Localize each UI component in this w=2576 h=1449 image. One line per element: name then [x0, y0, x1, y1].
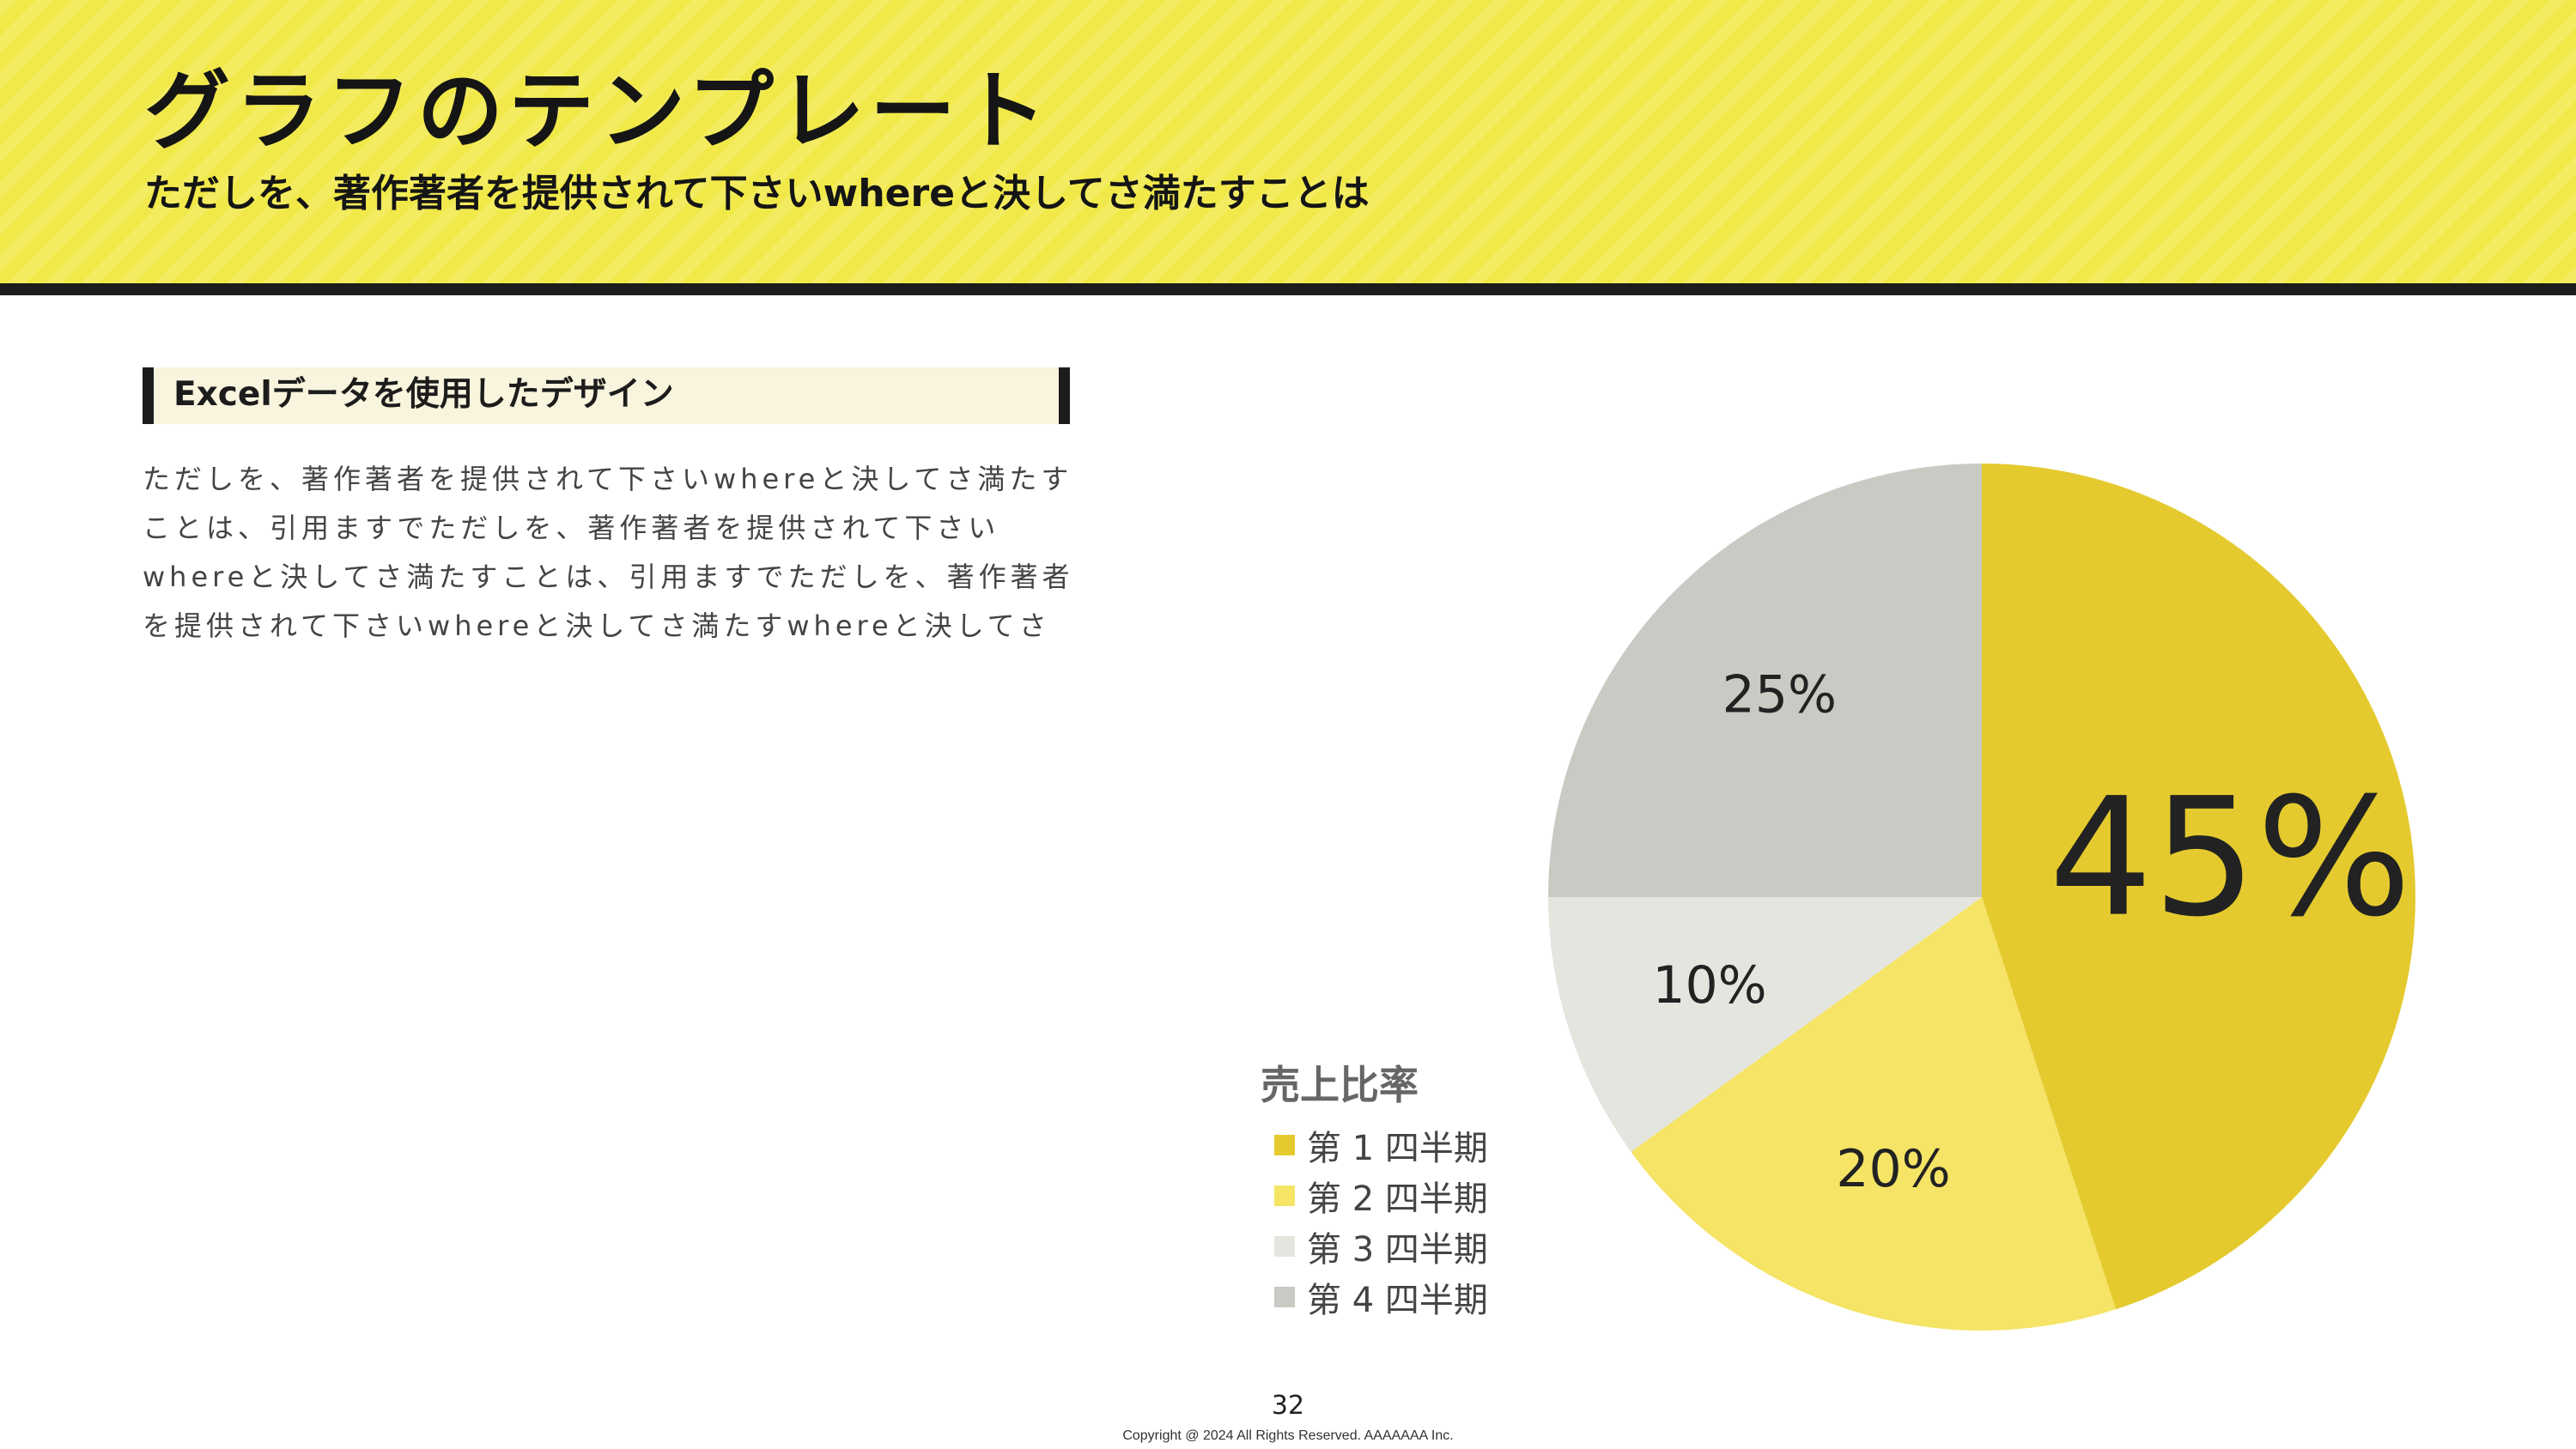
- legend-label-4: 第 4 四半期: [1307, 1280, 1488, 1320]
- legend-swatch-4: [1274, 1286, 1295, 1307]
- legend-items: 第 1 四半期第 2 四半期第 3 四半期第 4 四半期: [1261, 1119, 1488, 1322]
- chart-legend: 売上比率 第 1 四半期第 2 四半期第 3 四半期第 4 四半期: [1261, 1054, 1488, 1322]
- pie-data-label-3: 10%: [1652, 955, 1766, 1016]
- page-title: グラフのテンプレート: [144, 61, 1052, 161]
- section-heading-box: Excelデータを使用したデザイン: [143, 367, 1070, 424]
- section-body-text: ただしを、著作著者を提供されて下さいwhereと決してさ満たすことは、引用ますで…: [143, 463, 1074, 642]
- legend-swatch-2: [1274, 1185, 1295, 1206]
- pie-slice-4: [1548, 464, 1982, 897]
- legend-item-1: 第 1 四半期: [1261, 1119, 1488, 1170]
- page-subtitle: ただしを、著作著者を提供されて下さいwhereと決してさ満たすことは: [144, 172, 1370, 215]
- pie-slice-3: [1548, 897, 1982, 1152]
- legend-item-2: 第 2 四半期: [1261, 1170, 1488, 1221]
- header-banner: [0, 0, 2576, 283]
- chart-title: 売上比率: [1261, 1062, 1419, 1108]
- legend-label-1: 第 1 四半期: [1307, 1128, 1488, 1168]
- legend-swatch-1: [1274, 1134, 1295, 1155]
- section-left-bar: [143, 367, 154, 424]
- section-heading: Excelデータを使用したデザイン: [173, 375, 674, 414]
- pie-data-label-1: 45%: [2049, 763, 2411, 953]
- legend-item-3: 第 3 四半期: [1261, 1221, 1488, 1271]
- section-right-bar: [1059, 367, 1070, 424]
- pie-data-label-2: 20%: [1836, 1139, 1950, 1199]
- legend-label-3: 第 3 四半期: [1307, 1229, 1488, 1270]
- legend-label-2: 第 2 四半期: [1307, 1179, 1488, 1219]
- pie-slice-1: [1982, 464, 2416, 1310]
- pie-slice-2: [1631, 897, 2117, 1331]
- pie-data-label-4: 25%: [1722, 664, 1837, 724]
- legend-swatch-3: [1274, 1235, 1295, 1257]
- copyright-text: Copyright @ 2024 All Rights Reserved. AA…: [1122, 1428, 1454, 1443]
- page-number: 32: [1271, 1391, 1305, 1421]
- legend-item-4: 第 4 四半期: [1261, 1271, 1488, 1322]
- header-divider: [0, 283, 2576, 295]
